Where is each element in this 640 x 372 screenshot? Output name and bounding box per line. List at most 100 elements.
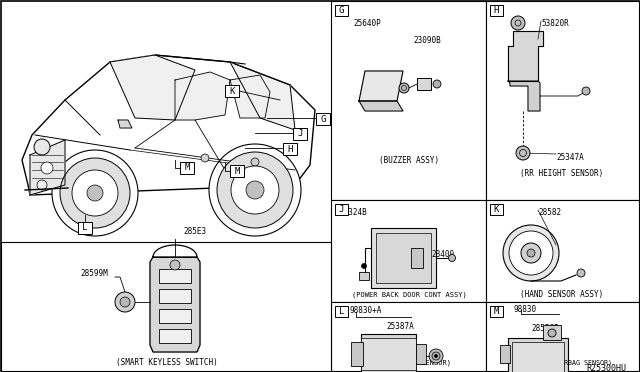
Text: (DOOR AIRBAG SENSOR): (DOOR AIRBAG SENSOR) (367, 360, 451, 366)
Circle shape (509, 231, 553, 275)
Text: H: H (494, 6, 499, 15)
Bar (331, 302, 486, 371)
Bar (416, 344, 426, 364)
Text: 98830: 98830 (514, 305, 537, 314)
Text: 23090B: 23090B (413, 36, 441, 45)
Polygon shape (359, 71, 403, 101)
Circle shape (52, 150, 138, 236)
Polygon shape (118, 120, 132, 128)
Circle shape (548, 329, 556, 337)
Circle shape (72, 170, 118, 216)
Bar (293, 128, 307, 140)
Circle shape (577, 269, 585, 277)
Bar (78, 222, 92, 234)
Circle shape (209, 144, 301, 236)
Text: (POWER BACK DOOR CONT ASSY): (POWER BACK DOOR CONT ASSY) (351, 292, 467, 298)
Circle shape (34, 139, 50, 155)
Bar (331, 1, 486, 200)
Bar (159, 329, 191, 343)
Text: 28400: 28400 (431, 250, 454, 259)
Bar (1, 242, 331, 371)
Text: K: K (229, 87, 235, 96)
Polygon shape (508, 81, 540, 111)
Circle shape (60, 158, 130, 228)
Bar (486, 200, 639, 302)
Bar (316, 113, 330, 125)
Bar (411, 248, 423, 268)
Bar (335, 306, 348, 317)
Circle shape (511, 16, 525, 30)
Bar (159, 309, 191, 323)
Text: J: J (339, 205, 344, 214)
Bar (159, 269, 191, 283)
Bar (361, 334, 416, 372)
Circle shape (429, 349, 443, 363)
Bar (371, 228, 436, 288)
Text: 25387A: 25387A (386, 322, 413, 331)
Bar (351, 342, 363, 366)
Text: M: M (494, 307, 499, 316)
Bar (490, 204, 503, 215)
Polygon shape (22, 55, 315, 195)
Circle shape (37, 180, 47, 190)
Bar (500, 345, 510, 363)
Polygon shape (175, 72, 230, 120)
Text: M: M (234, 167, 240, 176)
Text: 25640P: 25640P (353, 19, 381, 28)
Bar (180, 162, 194, 174)
Bar (376, 233, 431, 283)
Circle shape (201, 154, 209, 162)
Bar (335, 204, 348, 215)
Bar (283, 143, 297, 155)
Text: K: K (494, 205, 499, 214)
Polygon shape (230, 62, 295, 130)
Polygon shape (30, 140, 65, 195)
Circle shape (251, 158, 259, 166)
Circle shape (362, 263, 367, 269)
Text: (BUZZER ASSY): (BUZZER ASSY) (379, 156, 439, 165)
Circle shape (246, 181, 264, 199)
Bar (159, 289, 191, 303)
Polygon shape (150, 257, 200, 352)
Circle shape (516, 146, 530, 160)
Bar (331, 200, 486, 302)
Text: 25324B: 25324B (339, 208, 367, 217)
Bar (512, 342, 564, 372)
Circle shape (120, 297, 130, 307)
Circle shape (231, 166, 279, 214)
Bar (486, 302, 639, 371)
Text: 98830+A: 98830+A (349, 306, 381, 315)
Bar (359, 272, 369, 280)
Text: J: J (298, 129, 303, 138)
Polygon shape (230, 75, 270, 118)
Bar (508, 338, 568, 372)
Circle shape (582, 87, 590, 95)
Bar (490, 306, 503, 317)
Text: L: L (83, 224, 88, 232)
Circle shape (503, 225, 559, 281)
Circle shape (87, 185, 103, 201)
Text: (SMART KEYLESS SWITCH): (SMART KEYLESS SWITCH) (116, 358, 218, 367)
Circle shape (521, 243, 541, 263)
Circle shape (527, 249, 535, 257)
Circle shape (449, 254, 456, 262)
Polygon shape (110, 55, 195, 120)
Bar (543, 325, 561, 340)
Circle shape (432, 352, 440, 360)
Bar (335, 5, 348, 16)
Text: R25300HU: R25300HU (586, 364, 626, 372)
Bar (486, 1, 639, 200)
Text: 28582: 28582 (538, 208, 561, 217)
Circle shape (41, 162, 53, 174)
Text: H: H (287, 144, 292, 154)
Text: (REAR SIDE AIRBAG SENSOR): (REAR SIDE AIRBAG SENSOR) (512, 359, 612, 366)
Circle shape (433, 80, 441, 88)
Text: (RR HEIGHT SENSOR): (RR HEIGHT SENSOR) (520, 169, 604, 178)
Circle shape (399, 83, 409, 93)
Text: 28599M: 28599M (80, 269, 108, 278)
Polygon shape (359, 101, 403, 111)
Text: G: G (320, 115, 326, 124)
Text: (HAND SENSOR ASSY): (HAND SENSOR ASSY) (520, 290, 604, 299)
Text: 28556B: 28556B (531, 324, 559, 333)
Circle shape (115, 292, 135, 312)
